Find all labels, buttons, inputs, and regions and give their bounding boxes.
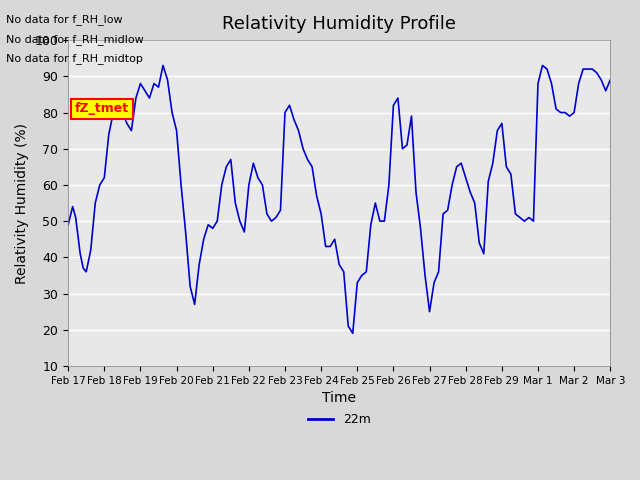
Text: No data for f_RH_midtop: No data for f_RH_midtop: [6, 53, 143, 64]
Y-axis label: Relativity Humidity (%): Relativity Humidity (%): [15, 122, 29, 284]
Legend: 22m: 22m: [303, 408, 376, 432]
Text: No data for f_RH_midlow: No data for f_RH_midlow: [6, 34, 144, 45]
Title: Relativity Humidity Profile: Relativity Humidity Profile: [222, 15, 456, 33]
X-axis label: Time: Time: [322, 391, 356, 405]
Text: fZ_tmet: fZ_tmet: [75, 102, 129, 115]
Text: No data for f_RH_low: No data for f_RH_low: [6, 14, 123, 25]
